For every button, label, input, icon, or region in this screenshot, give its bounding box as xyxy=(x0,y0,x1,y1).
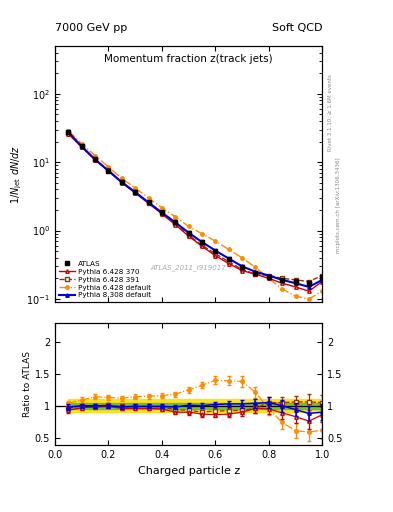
Text: ATLAS_2011_I919017: ATLAS_2011_I919017 xyxy=(151,265,226,271)
Legend: ATLAS, Pythia 6.428 370, Pythia 6.428 391, Pythia 6.428 default, Pythia 8.308 de: ATLAS, Pythia 6.428 370, Pythia 6.428 39… xyxy=(59,261,151,298)
Text: 7000 GeV pp: 7000 GeV pp xyxy=(55,23,127,33)
Y-axis label: $1/N_\mathrm{jet}\ dN/dz$: $1/N_\mathrm{jet}\ dN/dz$ xyxy=(9,144,24,204)
Y-axis label: Ratio to ATLAS: Ratio to ATLAS xyxy=(23,351,32,417)
Text: Soft QCD: Soft QCD xyxy=(272,23,322,33)
Text: mcplots.cern.ch [arXiv:1306.3436]: mcplots.cern.ch [arXiv:1306.3436] xyxy=(336,157,341,252)
X-axis label: Charged particle z: Charged particle z xyxy=(138,466,240,476)
Text: Rivet 3.1.10; ≥ 1.6M events: Rivet 3.1.10; ≥ 1.6M events xyxy=(328,74,333,151)
Text: Momentum fraction z(track jets): Momentum fraction z(track jets) xyxy=(104,54,273,64)
